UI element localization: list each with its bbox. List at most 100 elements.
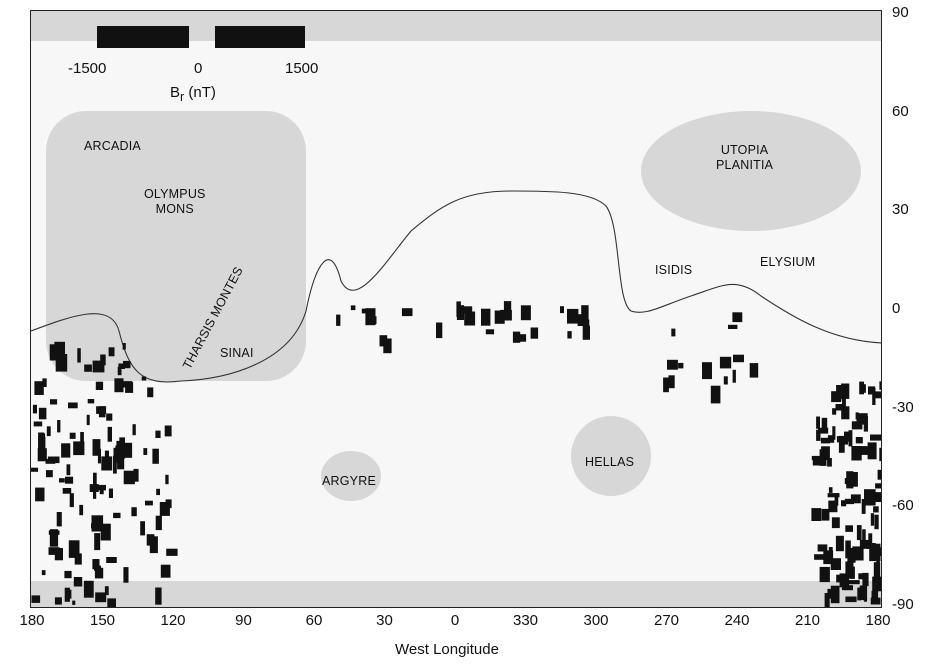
anomaly-block [820,437,831,444]
anomaly-block [872,492,881,502]
anomaly-block [879,381,881,390]
anomaly-block [166,548,178,556]
anomaly-block [64,570,72,579]
anomaly-block [567,308,579,324]
anomaly-block [881,420,882,424]
anomaly-block [847,547,856,563]
longitude-tick-label: 210 [794,612,821,629]
anomaly-block [54,341,65,360]
anomaly-block [870,434,881,441]
anomaly-block [733,354,744,363]
anomaly-block [749,363,759,378]
anomaly-block [94,484,106,491]
anomaly-block [830,558,841,570]
anomaly-block [821,417,828,429]
anomaly-block [514,334,527,342]
anomaly-block [80,432,84,449]
anomaly-block [816,416,820,429]
anomaly-block [856,413,868,425]
anomaly-block [842,395,846,413]
latitude-tick-label: -30 [892,398,914,416]
south-band-shading [31,581,881,607]
anomaly-block [94,533,101,551]
anomaly-block [92,559,100,570]
anomaly-block [728,324,738,329]
anomaly-block [464,311,476,326]
anomaly-block [567,331,572,339]
anomaly-block [859,381,864,395]
anomaly-block [872,387,876,405]
anomaly-block [32,404,37,414]
anomaly-block [848,580,860,585]
anomaly-block [859,539,872,549]
anomaly-block [160,564,171,578]
anomaly-block [862,572,869,587]
anomaly-block [145,500,153,506]
region-sinai: SINAI [220,346,254,360]
anomaly-block [732,369,736,383]
anomaly-block [663,377,669,393]
colorbar-mid-label: 0 [194,60,203,77]
anomaly-block [46,426,51,437]
anomaly-block [870,513,875,526]
anomaly-block [38,407,47,420]
anomaly-block [68,540,80,558]
anomaly-block [850,494,861,504]
anomaly-block [867,442,877,460]
anomaly-block [117,453,125,470]
anomaly-block [456,305,465,320]
colorbar-title-subscript: r [180,90,185,104]
anomaly-block [143,448,148,455]
anomaly-block [108,488,113,498]
colorbar-min-label: -1500 [68,60,107,77]
latitude-tick-label: 90 [892,4,909,21]
region-olympus-mons: OLYMPUS MONS [144,187,206,217]
anomaly-block [500,309,512,321]
anomaly-block [678,362,684,369]
anomaly-block [859,585,865,601]
anomaly-block [817,544,828,552]
anomaly-block [814,554,826,560]
anomaly-block [851,446,862,461]
anomaly-block [835,535,844,552]
anomaly-block [560,306,564,314]
anomaly-block [117,366,122,376]
utopia-shading [641,111,861,231]
anomaly-block [872,576,881,592]
anomaly-block [41,570,46,576]
anomaly-block [876,557,880,568]
anomaly-block [577,314,587,326]
anomaly-block [361,308,368,314]
region-elysium: ELYSIUM [760,255,816,269]
anomaly-block [119,444,131,450]
anomaly-block [827,493,840,498]
anomaly-block [702,362,712,380]
anomaly-block [77,348,81,363]
anomaly-block [59,478,65,483]
anomaly-block [49,344,60,361]
anomaly-block [45,458,56,464]
anomaly-block [131,507,137,517]
anomaly-block [830,592,838,599]
anomaly-block [116,440,121,447]
anomaly-block [822,512,827,518]
anomaly-block [69,493,74,508]
anomaly-block [147,387,154,398]
anomaly-block [132,424,136,436]
longitude-tick-label: 240 [724,612,750,629]
latitude-tick-label: -60 [892,497,914,515]
anomaly-block [832,426,836,440]
anomaly-block [156,488,160,496]
anomaly-block [93,472,97,489]
longitude-tick-label: 60 [305,612,323,629]
anomaly-block [827,458,832,467]
anomaly-block [859,446,870,455]
anomaly-block [73,577,83,587]
anomaly-block [113,455,117,474]
anomaly-block [155,430,161,438]
anomaly-block [882,462,883,479]
anomaly-block [831,391,841,403]
anomaly-block [520,305,531,321]
anomaly-block [819,566,830,583]
anomaly-block [858,573,864,580]
